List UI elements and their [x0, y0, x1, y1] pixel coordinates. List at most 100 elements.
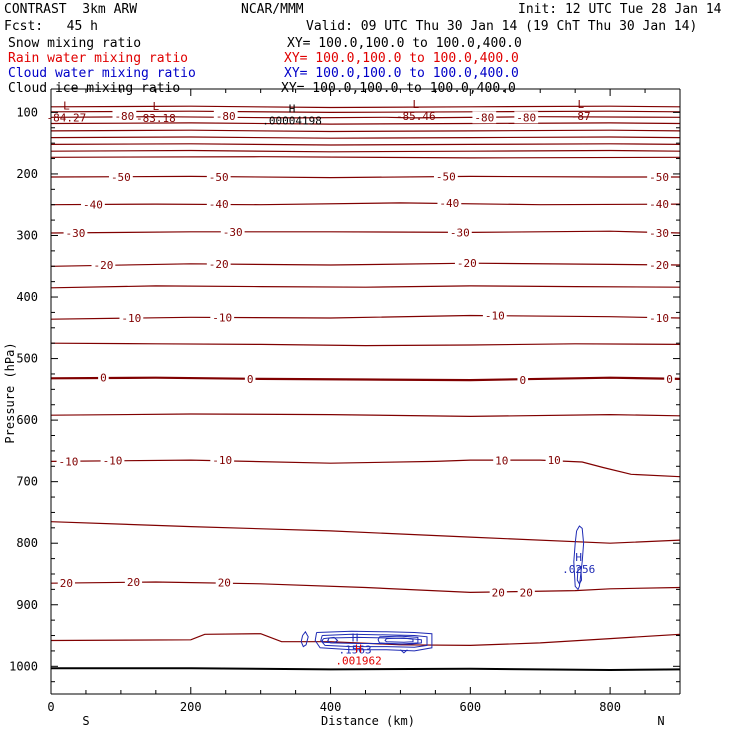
- y-tick-label: 200: [16, 167, 38, 181]
- isotherm-label: -30: [223, 226, 243, 239]
- isotherm-label-bg: [98, 371, 109, 384]
- x-tick-label: 600: [459, 700, 481, 714]
- isotherm-label-bg: [545, 454, 563, 467]
- y-axis-label: Pressure (hPa): [3, 342, 17, 443]
- isotherm-label-bg: [63, 227, 88, 240]
- isotherm-label: -20: [209, 258, 229, 271]
- field-rain-name: Rain water mixing ratio: [8, 51, 189, 66]
- isotherm-label: -10: [212, 454, 232, 467]
- y-tick-label: 500: [16, 352, 38, 366]
- header-valid: Valid: 09 UTC Thu 30 Jan 14 (19 ChT Thu …: [306, 19, 698, 34]
- isotherm-label-bg: [91, 259, 116, 272]
- isotherm-label-bg: [664, 372, 675, 385]
- isotherm-label: -10: [121, 312, 141, 325]
- cloud-water-contour: [400, 649, 408, 654]
- isotherm-label: -50: [111, 171, 131, 184]
- extremum-marker: H: [355, 642, 362, 655]
- isotherm-line: [50, 262, 681, 267]
- isotherm-line: [50, 105, 681, 109]
- cloud-water-contour: [314, 630, 433, 652]
- isotherm-label: -20: [93, 259, 113, 272]
- isotherm-label: 0: [247, 373, 254, 386]
- terrain-surface-line: [51, 667, 681, 672]
- isotherm-line: [50, 581, 681, 594]
- extremum-marker: L: [153, 100, 160, 113]
- isotherm-label: 0: [519, 374, 526, 387]
- isotherm-label-bg: [647, 259, 671, 272]
- isotherm-label-bg: [489, 586, 507, 599]
- isotherm-line: [50, 202, 681, 206]
- isotherm-label: -80: [216, 110, 236, 123]
- isotherm-label: 0: [100, 372, 107, 385]
- left-end-label: S: [82, 714, 89, 728]
- field-snow-name: Snow mixing ratio: [8, 36, 142, 51]
- isotherm-line: [50, 156, 681, 159]
- cloud-water-contour: [576, 565, 583, 585]
- isotherm-label: -80: [474, 111, 494, 124]
- isotherm-label-bg: [56, 455, 81, 468]
- isotherm-label: -10: [103, 455, 123, 468]
- isotherm-label: 20: [520, 586, 533, 599]
- isotherm-line: [50, 143, 681, 146]
- isotherm-label-bg: [57, 577, 75, 590]
- isotherm-line: [50, 521, 681, 544]
- isotherm-label-bg: [482, 309, 507, 322]
- isotherm-label-bg: [215, 576, 233, 589]
- y-tick-label: 600: [16, 413, 38, 427]
- isotherm-label: -40: [649, 198, 669, 211]
- y-tick-label: 700: [16, 475, 38, 489]
- isotherm-label: -50: [649, 171, 669, 184]
- isotherm-label-bg: [206, 198, 231, 211]
- field-cloud-water-name: Cloud water mixing ratio: [8, 66, 196, 81]
- isotherm-label-bg: [454, 257, 479, 270]
- isotherm-line: [50, 129, 681, 133]
- extremum-value: .0256: [562, 563, 595, 576]
- isotherm-label-bg: [647, 227, 671, 240]
- extremum-value: .001962: [335, 654, 381, 667]
- isotherm-line: [50, 633, 681, 647]
- isotherm-label: 20: [218, 577, 231, 590]
- isotherm-line: [50, 136, 681, 139]
- x-tick-label: 200: [180, 700, 202, 714]
- isotherm-label: -10: [212, 311, 232, 324]
- isotherm-label-bg: [108, 171, 133, 184]
- extremum-marker: L: [413, 98, 420, 111]
- cloud-water-contour: [384, 637, 414, 643]
- isotherm-label: -80: [516, 111, 536, 124]
- isotherm-line: [50, 110, 681, 114]
- isotherm-label-bg: [213, 110, 238, 123]
- isotherm-label: -10: [59, 455, 79, 468]
- isotherm-label-bg: [210, 311, 235, 324]
- isotherm-label-bg: [81, 198, 105, 211]
- isotherm-line: [50, 285, 681, 289]
- isotherm-line: [50, 459, 681, 478]
- cloud-water-contour: [300, 630, 309, 648]
- isotherm-label: 10: [495, 455, 508, 468]
- isotherm-label: -40: [83, 199, 103, 212]
- isotherm-label-bg: [244, 372, 256, 385]
- y-tick-label: 300: [16, 228, 38, 242]
- isotherm-label-bg: [119, 311, 144, 324]
- isotherm-label-bg: [437, 196, 462, 209]
- isotherm-label-bg: [647, 171, 671, 184]
- isotherm-label: 20: [492, 586, 505, 599]
- extremum-value: -87: [571, 110, 591, 123]
- cloud-water-contour: [573, 525, 585, 591]
- isotherm-label-bg: [220, 225, 245, 238]
- field-snow-xy: XY= 100.0,100.0 to 100.0,400.0: [287, 36, 522, 51]
- extremum-value: .1563: [338, 643, 371, 656]
- extremum-marker: L: [577, 98, 584, 111]
- extremum-marker: H: [352, 631, 359, 644]
- header-org: NCAR/MMM: [241, 2, 304, 17]
- isotherm-line: [50, 376, 681, 382]
- isotherm-line: [50, 342, 681, 347]
- y-tick-label: 900: [16, 598, 38, 612]
- y-tick-label: 100: [16, 105, 38, 119]
- isotherm-label: -20: [457, 257, 477, 270]
- y-tick-label: 1000: [9, 659, 38, 673]
- isotherm-label: -50: [436, 170, 456, 183]
- header-fcst: Fcst: 45 h: [4, 19, 98, 34]
- isotherm-line: [50, 314, 681, 320]
- isotherm-label: 10: [548, 454, 561, 467]
